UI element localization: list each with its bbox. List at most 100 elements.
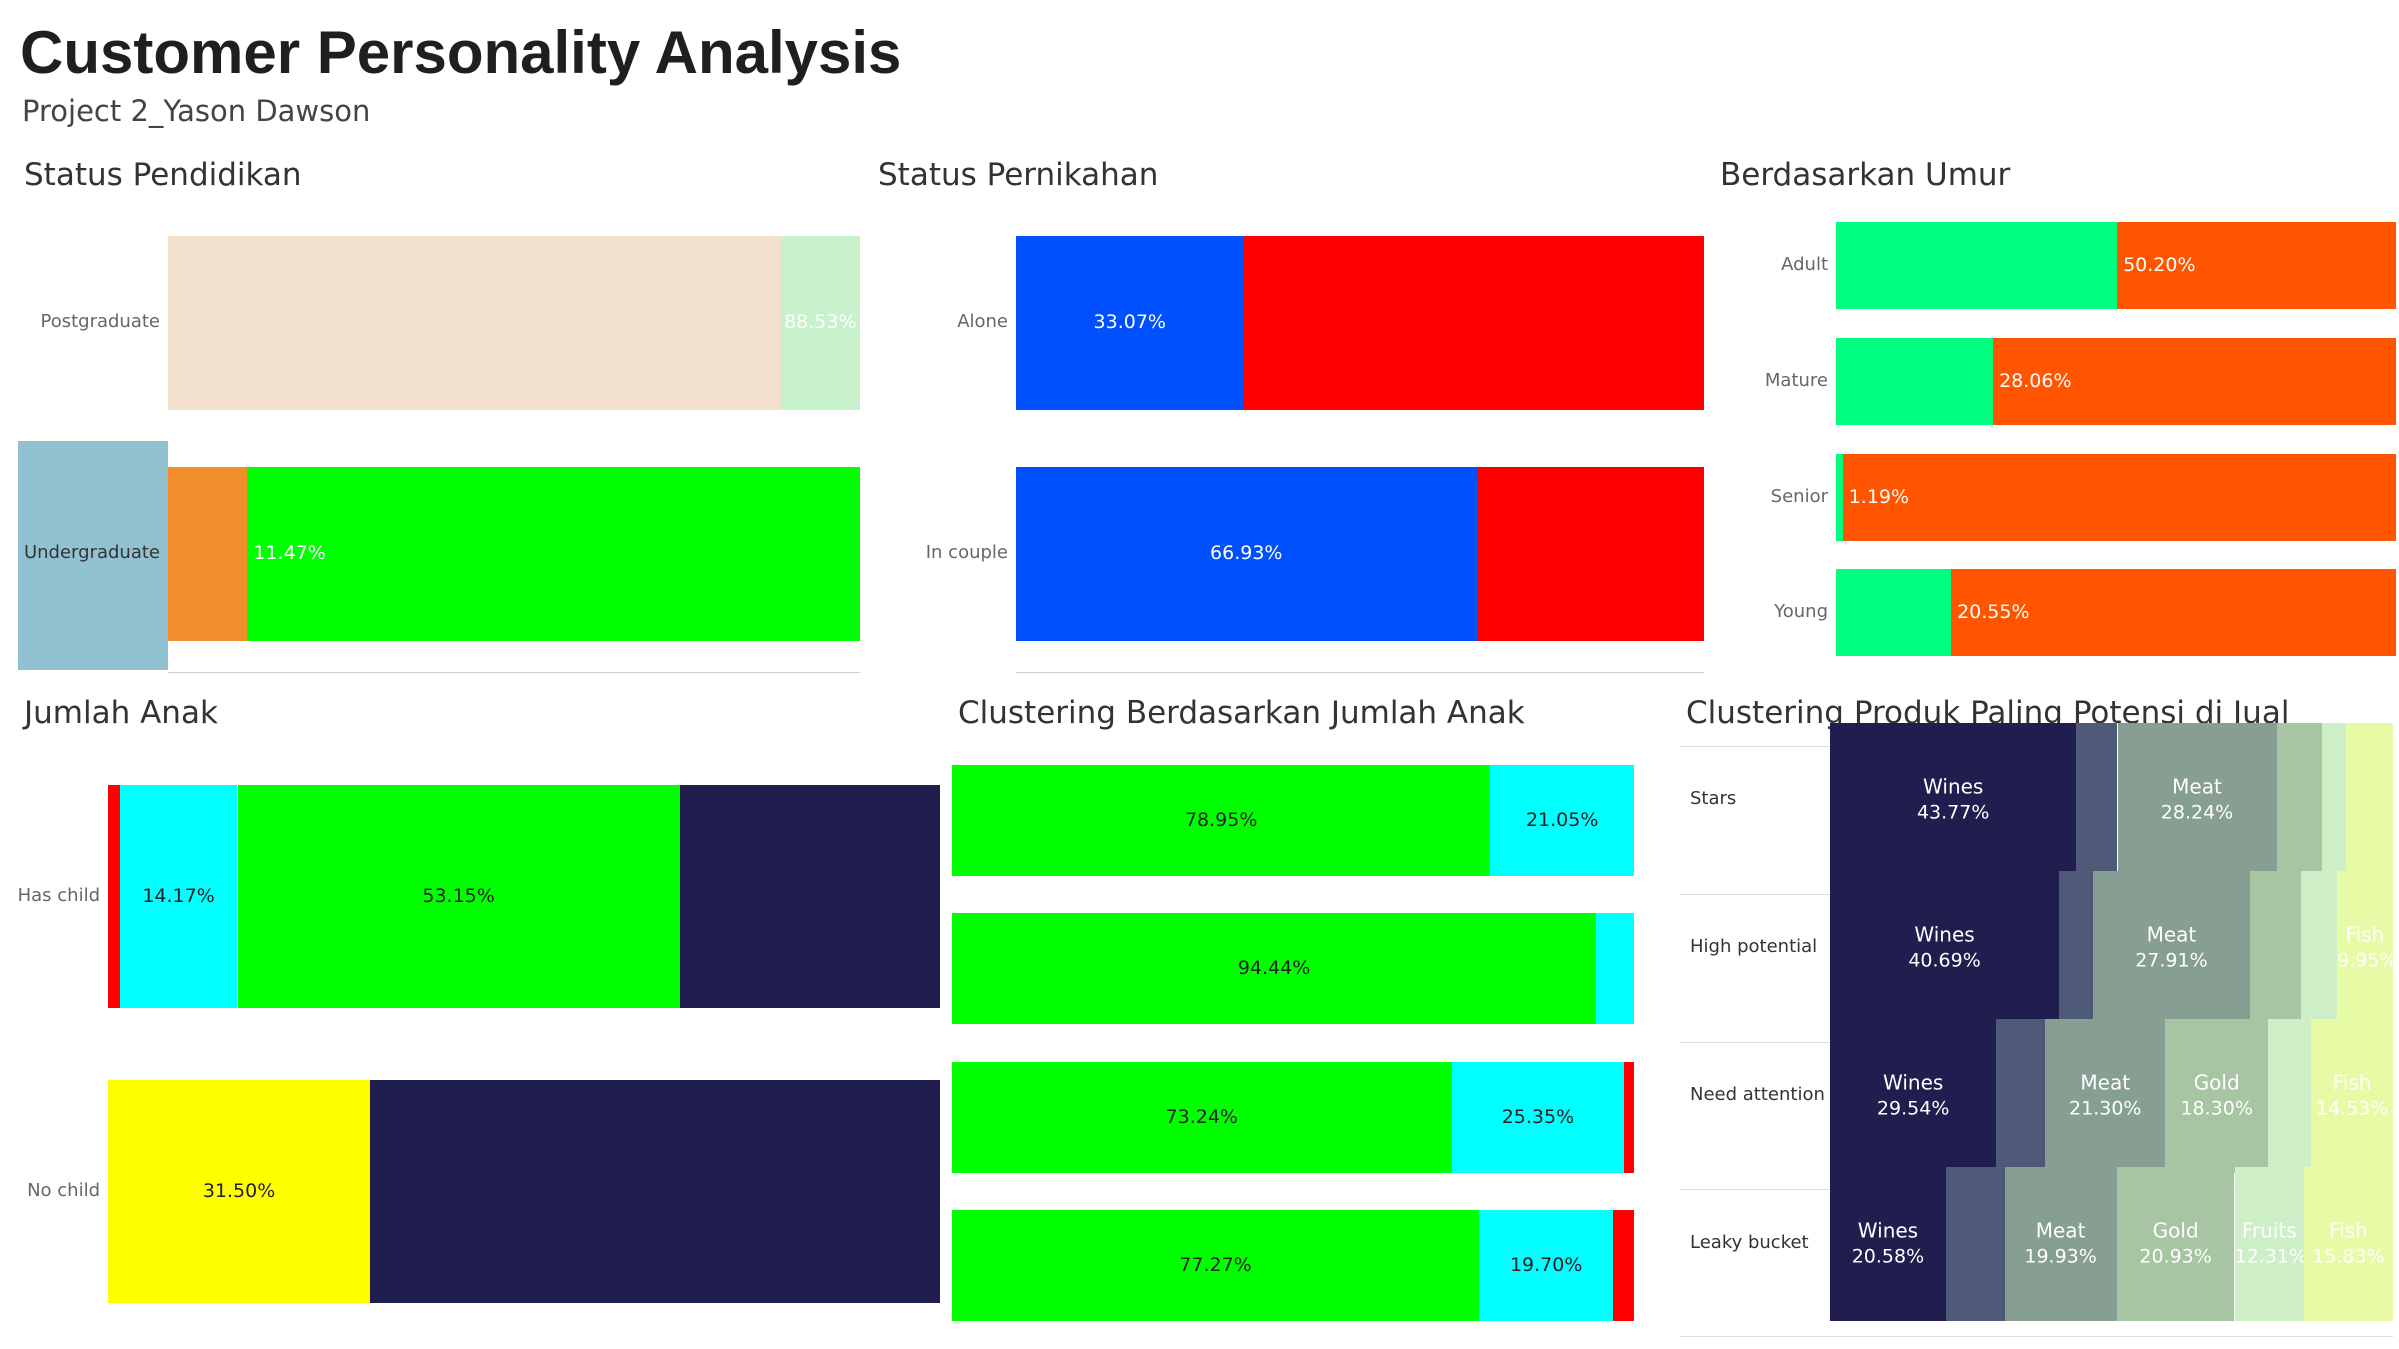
- bar-segment[interactable]: Meat 19.93%: [2004, 1167, 2117, 1321]
- category-label: Senior: [1770, 485, 1828, 507]
- bar-segment[interactable]: [1476, 467, 1704, 641]
- bar-segment[interactable]: 31.50%: [108, 1080, 371, 1303]
- segment-name-label: Wines: [1857, 1218, 1919, 1243]
- bar-segment[interactable]: [1624, 1062, 1634, 1173]
- bar-segment[interactable]: [1836, 222, 2118, 309]
- segment-name-label: Meat: [2172, 774, 2222, 799]
- segment-name-label: Gold: [2152, 1218, 2199, 1243]
- bar-segment[interactable]: 19.70%: [1479, 1210, 1614, 1321]
- bar-segment[interactable]: [2300, 871, 2337, 1025]
- bar-segment[interactable]: 33.07%: [1016, 236, 1244, 410]
- bar-segment[interactable]: 73.24%: [952, 1062, 1452, 1173]
- segment-value-label: Meat 21.30%: [2045, 1070, 2165, 1123]
- bar-segment[interactable]: [2276, 723, 2322, 877]
- segment-percent-label: 43.77%: [1916, 801, 1990, 824]
- segment-percent-label: 78.95%: [1184, 808, 1258, 831]
- bar-segment[interactable]: [2076, 723, 2118, 877]
- segment-percent-label: 28.06%: [1999, 369, 2072, 392]
- bar-segment[interactable]: 94.44%: [952, 913, 1597, 1024]
- bar-segment[interactable]: Wines 43.77%: [1830, 723, 2077, 877]
- segment-value-label: 33.07%: [1016, 310, 1244, 336]
- segment-value-label: Fish 15.83%: [2304, 1218, 2393, 1271]
- segment-value-label: 20.55%: [1957, 600, 2396, 626]
- segment-percent-label: 20.93%: [2139, 1245, 2212, 1268]
- bar-segment[interactable]: [1613, 1210, 1634, 1321]
- segment-percent-label: 9.95%: [2337, 949, 2393, 972]
- bar-segment[interactable]: [1836, 338, 1994, 425]
- bar-segment[interactable]: Fish 15.83%: [2303, 1167, 2393, 1321]
- bar-segment[interactable]: Wines 20.58%: [1830, 1167, 1946, 1321]
- bar-segment[interactable]: [1243, 236, 1704, 410]
- bar-segment[interactable]: 20.55%: [1951, 569, 2396, 656]
- bar-segment[interactable]: 28.06%: [1993, 338, 2396, 425]
- bar-segment[interactable]: 77.27%: [952, 1210, 1479, 1321]
- bar-segment[interactable]: Fish 9.95%: [2337, 871, 2393, 1025]
- highlighted-category-box: [18, 441, 168, 670]
- segment-value-label: 1.19%: [1849, 485, 2396, 511]
- category-label: High potential: [1690, 936, 1818, 957]
- segment-percent-label: 18.30%: [2180, 1097, 2253, 1120]
- segment-percent-label: 29.54%: [1876, 1097, 1950, 1120]
- segment-percent-label: 66.93%: [1210, 542, 1283, 565]
- bar-segment[interactable]: 50.20%: [2117, 222, 2396, 309]
- segment-percent-label: 20.55%: [1957, 600, 2030, 623]
- segment-value-label: 31.50%: [108, 1179, 370, 1205]
- bar-segment[interactable]: 88.53%: [780, 236, 860, 410]
- bar-segment[interactable]: [2321, 723, 2346, 877]
- bar-segment[interactable]: Meat 28.24%: [2117, 723, 2277, 877]
- bar-segment[interactable]: [2268, 1019, 2312, 1173]
- bar-segment[interactable]: 1.19%: [1842, 454, 2396, 541]
- bar-segment[interactable]: Fish 14.53%: [2311, 1019, 2393, 1173]
- segment-value-label: Wines 20.58%: [1830, 1218, 1946, 1271]
- bar-segment[interactable]: [2250, 871, 2301, 1025]
- bar-segment[interactable]: Meat 21.30%: [2045, 1019, 2166, 1173]
- segment-percent-label: 19.70%: [1509, 1253, 1583, 1276]
- segment-percent-label: 19.93%: [2024, 1245, 2097, 1268]
- segment-percent-label: 77.27%: [1179, 1253, 1252, 1276]
- dashboard-subtitle: Project 2_Yason Dawson: [22, 94, 371, 128]
- bar-segment[interactable]: [168, 236, 781, 410]
- bar-segment[interactable]: [1836, 569, 1952, 656]
- bar-segment[interactable]: [1836, 454, 1843, 541]
- bar-segment[interactable]: [108, 785, 120, 1008]
- bar-segment[interactable]: 11.47%: [247, 467, 860, 641]
- bar-segment[interactable]: Fruits 12.31%: [2234, 1167, 2304, 1321]
- segment-percent-label: 88.53%: [784, 311, 857, 334]
- bar-segment[interactable]: 21.05%: [1490, 765, 1634, 876]
- segment-value-label: 19.70%: [1479, 1253, 1613, 1279]
- bar-segment[interactable]: [1996, 1019, 2046, 1173]
- panel-title-clustering-anak: Clustering Berdasarkan Jumlah Anak: [958, 695, 1525, 731]
- bar-segment[interactable]: Meat 27.91%: [2092, 871, 2250, 1025]
- segment-value-label: Fish 14.53%: [2311, 1070, 2393, 1123]
- bar-segment[interactable]: 14.17%: [119, 785, 238, 1008]
- segment-value-label: Wines 40.69%: [1830, 922, 2059, 975]
- bar-segment[interactable]: Wines 40.69%: [1830, 871, 2060, 1025]
- segment-value-label: 21.05%: [1490, 808, 1634, 834]
- bar-segment[interactable]: [2345, 723, 2393, 877]
- bar-segment[interactable]: [2059, 871, 2093, 1025]
- segment-value-label: Fruits 12.31%: [2235, 1218, 2304, 1271]
- segment-value-label: 78.95%: [952, 808, 1490, 834]
- bar-segment[interactable]: Gold 20.93%: [2116, 1167, 2235, 1321]
- bar-segment[interactable]: Wines 29.54%: [1830, 1019, 1997, 1173]
- bar-segment[interactable]: [1945, 1167, 2005, 1321]
- segment-value-label: 53.15%: [238, 884, 680, 910]
- segment-value-label: Gold 20.93%: [2117, 1218, 2235, 1271]
- category-label: Alone: [957, 311, 1008, 332]
- category-label: Young: [1774, 600, 1828, 622]
- bar-segment[interactable]: [168, 467, 248, 641]
- bar-segment[interactable]: [1596, 913, 1634, 1024]
- panel-title-pendidikan: Status Pendidikan: [24, 157, 302, 193]
- bar-segment[interactable]: 25.35%: [1451, 1062, 1625, 1173]
- bar-segment[interactable]: 66.93%: [1016, 467, 1477, 641]
- bar-segment[interactable]: Gold 18.30%: [2165, 1019, 2269, 1173]
- segment-percent-label: 33.07%: [1093, 311, 1166, 334]
- segment-percent-label: 1.19%: [1848, 485, 1910, 508]
- bar-segment[interactable]: [679, 785, 940, 1008]
- segment-value-label: 73.24%: [952, 1105, 1452, 1131]
- bar-segment[interactable]: 53.15%: [237, 785, 680, 1008]
- segment-name-label: Wines: [1883, 1070, 1944, 1095]
- bar-segment[interactable]: 78.95%: [952, 765, 1491, 876]
- bar-segment[interactable]: [370, 1080, 940, 1303]
- axis-line: [1016, 672, 1704, 673]
